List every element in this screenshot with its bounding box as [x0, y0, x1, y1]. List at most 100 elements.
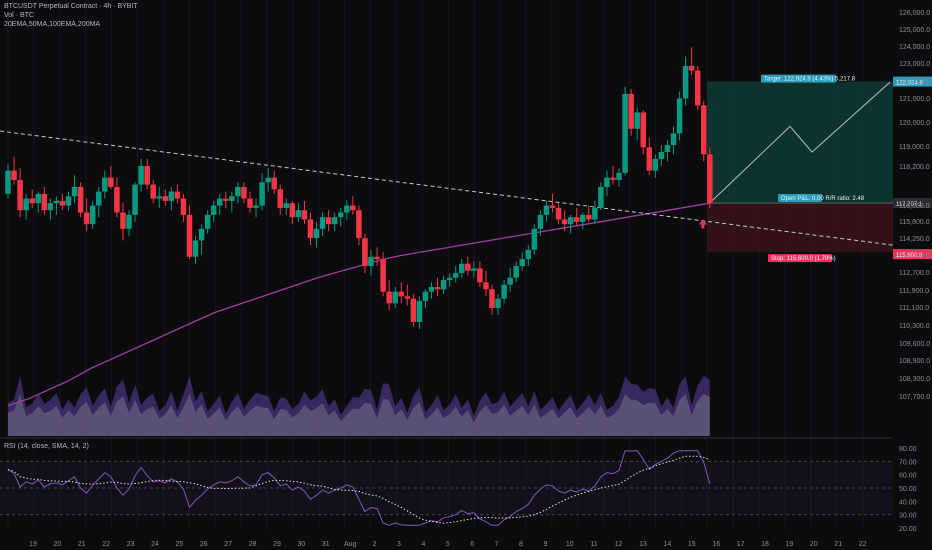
chart-grid	[0, 0, 893, 530]
candle-body	[114, 186, 120, 213]
candle-body	[247, 198, 253, 208]
candle-body	[23, 198, 29, 211]
candle-body	[313, 228, 320, 239]
candle-body	[640, 112, 646, 148]
candle-body	[108, 177, 114, 187]
candle-body	[495, 298, 501, 308]
rsi-band	[0, 461, 893, 515]
candle-body	[386, 291, 392, 304]
candle-body	[259, 182, 265, 206]
time-axis-label: 30	[298, 541, 306, 548]
time-axis-label: 22	[102, 541, 110, 548]
candle-body	[192, 240, 199, 257]
candle-body	[210, 205, 217, 215]
candle-body	[283, 203, 290, 208]
price-axis-label: 110,300.0	[899, 323, 930, 330]
candle-body	[180, 198, 187, 215]
candle-body	[338, 212, 344, 218]
time-axis-label: 8	[519, 541, 523, 548]
candle-body	[11, 170, 17, 180]
time-axis-label: 17	[737, 541, 745, 548]
candle-body	[307, 219, 314, 239]
ma200-path	[7, 202, 710, 407]
candle-body	[392, 291, 398, 304]
stop-label-bg	[768, 254, 832, 263]
time-axis-label: 28	[249, 541, 257, 548]
time-axis-label: 14	[664, 541, 672, 548]
rsi-axis-label: 60.00	[899, 473, 917, 480]
candle-body	[120, 212, 126, 229]
time-axis-label: 13	[639, 541, 647, 548]
candle-body	[253, 205, 259, 208]
time-axis-label: 9	[543, 541, 547, 548]
candle-body	[610, 177, 616, 180]
candle-body	[434, 287, 441, 290]
entry-label-bg	[778, 194, 822, 203]
price-axis-label: 114,250.0	[899, 236, 930, 243]
current-price-tag: 117,707.1	[896, 202, 923, 208]
time-axis-label: 31	[322, 541, 330, 548]
price-axis-label: 116,600.0	[899, 203, 930, 210]
profit-zone	[707, 81, 893, 204]
candle-body	[398, 291, 404, 297]
price-axis-label: 111,100.0	[899, 305, 929, 312]
candle-body	[168, 191, 175, 201]
candle-body	[519, 259, 525, 267]
rsi-axis-label: 30.00	[899, 513, 917, 520]
candle-body	[428, 287, 435, 292]
time-axis-label: 12	[615, 541, 623, 548]
rsi-axis-label: 70.00	[899, 459, 917, 466]
candle-body	[592, 207, 598, 220]
time-axis-label: 7	[495, 541, 499, 548]
candle-body	[289, 203, 296, 218]
candle-body	[465, 263, 471, 271]
candle-body	[422, 291, 429, 301]
candle-body	[374, 256, 380, 260]
candle-body	[295, 210, 302, 218]
candle-body	[658, 152, 665, 159]
time-axis-label: 16	[712, 541, 720, 548]
candle-body	[331, 217, 338, 225]
candle-body	[622, 93, 628, 173]
ma-legend: 20EMA,50MA,100EMA,200MA	[4, 21, 101, 28]
candle-body	[561, 219, 568, 225]
candle-body	[126, 214, 132, 229]
current-price-tag-bg	[893, 198, 932, 209]
candle-body	[416, 300, 423, 322]
rsi-axis-label: 20.00	[899, 526, 917, 533]
candle-body	[586, 214, 592, 220]
candle-body	[217, 198, 223, 206]
stop-label: Stop: 115,600.0 (1.79%)	[771, 256, 836, 262]
candle-body	[71, 186, 78, 197]
candle-body	[83, 212, 90, 225]
candle-body	[525, 249, 532, 260]
time-axis-label: 19	[786, 541, 794, 548]
candle-body	[471, 268, 477, 271]
price-axis-label: 112,700.0	[899, 270, 930, 277]
candle-body	[580, 214, 586, 222]
price-tags: 122,924.9 117,707.1 115,600.0 Target: 122,9…	[699, 74, 932, 263]
candle-body	[41, 193, 48, 211]
candle-body	[5, 170, 11, 194]
volume-histogram	[8, 376, 710, 436]
time-axis-label: 26	[200, 541, 208, 548]
rsi-legend: RSI (14, close, SMA, 14, 2)	[4, 443, 89, 450]
price-axis-label: 107,700.0	[899, 394, 930, 401]
candle-body	[241, 186, 247, 199]
volume-area	[8, 376, 710, 436]
candle-body	[537, 214, 544, 229]
price-axis-label: 109,600.0	[899, 341, 930, 348]
candle-body	[265, 177, 271, 183]
candle-body	[549, 205, 556, 208]
time-axis-label: 27	[224, 541, 232, 548]
price-axis-label: 120,000.0	[899, 120, 930, 127]
candle-body	[362, 238, 368, 267]
candle-body	[404, 296, 411, 299]
target-price-tag: 122,924.9	[896, 81, 923, 87]
price-axis-label: 115,800.0	[899, 219, 930, 226]
loss-zone	[707, 203, 893, 253]
candle-body	[174, 191, 181, 199]
candle-body	[452, 273, 459, 278]
candle-body	[325, 217, 332, 225]
